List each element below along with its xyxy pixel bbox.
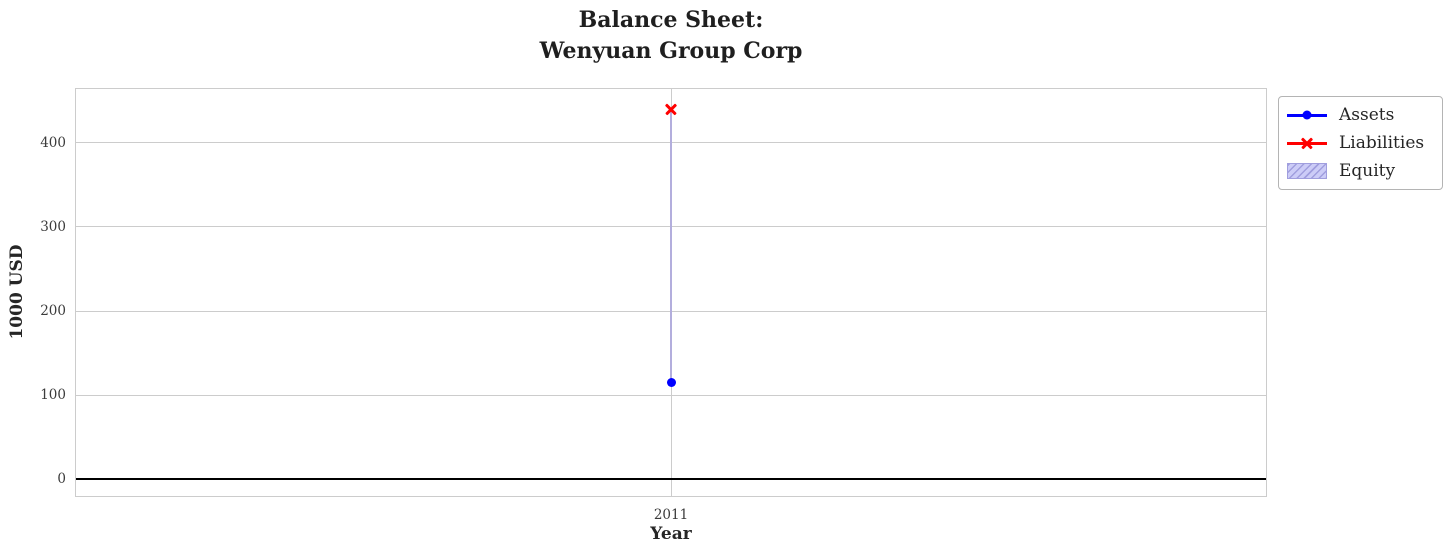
liabilities-x-marker-icon (1301, 137, 1313, 149)
plot-area (75, 88, 1267, 497)
x-tick-label: 2011 (653, 507, 689, 523)
x-axis-label: Year (650, 524, 692, 544)
y-tick-label-400: 400 (40, 134, 66, 151)
equity-band (670, 109, 672, 383)
chart-title-line1: Balance Sheet: (578, 7, 764, 33)
chart-title-line2: Wenyuan Group Corp (539, 38, 803, 64)
legend: Assets Liabilities Equity (1278, 96, 1443, 190)
legend-item-assets: Assets (1287, 101, 1434, 129)
y-tick-label-0: 0 (57, 471, 66, 488)
assets-line-swatch (1287, 110, 1327, 120)
data-marker-liabilities (665, 103, 677, 115)
legend-item-equity: Equity (1287, 157, 1434, 185)
data-marker-assets (666, 377, 676, 387)
liabilities-line-swatch (1287, 141, 1327, 145)
y-tick-label-200: 200 (40, 303, 66, 319)
zero-baseline (76, 477, 1266, 481)
legend-label-liabilities: Liabilities (1339, 133, 1425, 153)
legend-label-equity: Equity (1339, 161, 1396, 181)
equity-hatch-swatch-icon (1287, 163, 1327, 179)
legend-label-assets: Assets (1339, 105, 1395, 125)
y-tick-label-300: 300 (40, 218, 66, 235)
chart-title: Balance Sheet: Wenyuan Group Corp (75, 5, 1267, 67)
y-tick-label-100: 100 (40, 387, 66, 404)
legend-item-liabilities: Liabilities (1287, 129, 1434, 157)
assets-circle-marker-icon (1302, 110, 1312, 120)
